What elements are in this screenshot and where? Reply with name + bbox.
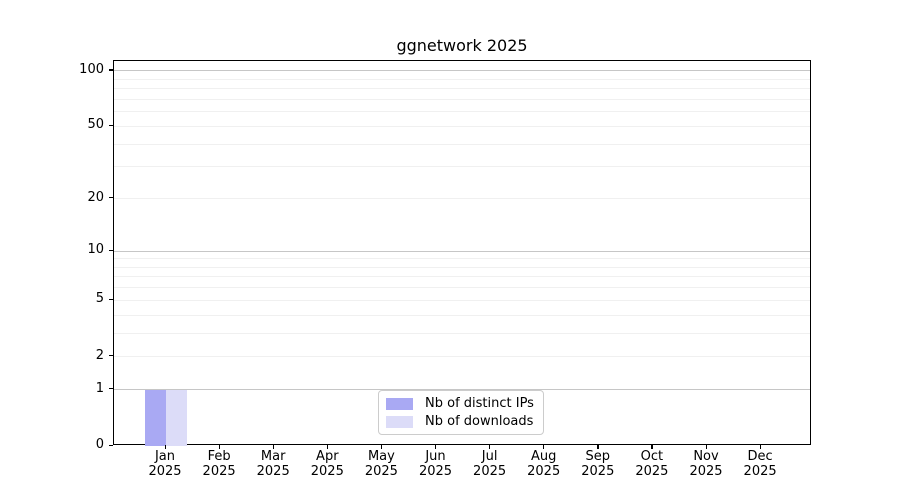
x-tick-label-year: 2025: [310, 464, 344, 479]
x-tick-label-year: 2025: [148, 464, 182, 479]
y-tick-label: 100: [79, 61, 104, 77]
gridline-minor: [114, 143, 810, 145]
y-tick-label: 10: [87, 242, 104, 258]
gridline-minor: [114, 287, 810, 289]
x-tick-label: Sep 2025: [570, 449, 626, 479]
x-tick-label-month: Jun: [425, 449, 446, 464]
gridline-minor: [114, 276, 810, 278]
x-tick-label: Mar 2025: [245, 449, 301, 479]
x-tick-label-month: Nov: [693, 449, 719, 464]
x-tick-label-year: 2025: [527, 464, 561, 479]
gridline-minor: [114, 198, 810, 199]
x-tick-label: Nov 2025: [678, 449, 734, 479]
y-tick: [109, 197, 113, 199]
y-tick-label: 1: [95, 380, 104, 396]
x-tick-label-month: Jan: [154, 449, 176, 464]
x-tick-label-year: 2025: [256, 464, 290, 479]
legend-swatch-downloads: [386, 415, 413, 428]
x-tick-label: Feb 2025: [191, 449, 247, 479]
x-tick-label-month: Sep: [585, 449, 611, 464]
x-tick-label: Jan 2025: [137, 449, 193, 479]
gridline-minor: [114, 332, 810, 334]
x-tick: [435, 445, 437, 449]
x-tick: [651, 445, 653, 449]
plot-area: [113, 60, 811, 446]
y-tick: [109, 355, 113, 357]
gridline-minor: [114, 111, 810, 113]
x-tick-label: Jun 2025: [408, 449, 464, 479]
x-tick-label: May 2025: [353, 449, 409, 479]
y-tick-label: 0: [95, 437, 104, 452]
x-tick-label-month: Mar: [260, 449, 286, 464]
legend: Nb of distinct IPs Nb of downloads: [378, 390, 544, 435]
x-tick: [759, 445, 761, 449]
y-tick: [109, 298, 113, 301]
x-tick-label: Oct 2025: [624, 449, 680, 479]
y-tick: [109, 444, 113, 446]
legend-item-distinct-ips: Nb of distinct IPs: [386, 396, 534, 411]
x-tick-label-year: 2025: [364, 464, 398, 479]
bar-nb-of-distinct-ips: [144, 389, 166, 446]
x-tick-label-year: 2025: [202, 464, 236, 479]
y-tick: [109, 69, 113, 71]
x-tick-label-month: Jul: [481, 449, 498, 464]
gridline-major: [114, 70, 810, 72]
legend-swatch-distinct-ips: [386, 397, 413, 410]
y-tick-label: 20: [87, 189, 104, 205]
y-tick-label: 50: [87, 117, 104, 133]
x-tick: [543, 445, 545, 449]
x-tick-label-month: Aug: [530, 449, 557, 464]
gridline-major: [114, 389, 810, 391]
x-tick-label-month: May: [367, 449, 395, 464]
x-tick: [164, 445, 166, 449]
gridline-minor: [114, 78, 810, 80]
gridline-minor: [114, 356, 810, 358]
x-tick: [489, 445, 491, 449]
x-tick-label-month: Apr: [316, 449, 339, 464]
x-tick: [705, 445, 707, 449]
x-tick: [326, 445, 329, 449]
x-tick-label-year: 2025: [418, 464, 453, 479]
x-tick-label-year: 2025: [581, 464, 615, 479]
x-tick-label: Jul 2025: [462, 449, 518, 479]
legend-item-downloads: Nb of downloads: [386, 414, 534, 429]
gridline-minor: [114, 98, 810, 100]
x-tick-label-year: 2025: [689, 464, 723, 479]
x-tick-label-month: Dec: [747, 449, 773, 464]
x-tick-label-year: 2025: [635, 464, 669, 479]
x-tick-label-month: Feb: [207, 449, 231, 464]
y-tick: [109, 388, 113, 390]
y-tick: [109, 124, 113, 127]
y-tick-label: 2: [95, 347, 104, 363]
x-tick: [218, 445, 220, 449]
gridline-major: [114, 250, 810, 252]
chart-title: ggnetwork 2025: [396, 36, 528, 55]
x-tick: [272, 445, 274, 449]
x-tick-label-year: 2025: [743, 464, 777, 479]
x-tick: [380, 445, 383, 449]
y-tick: [109, 249, 113, 251]
gridline-minor: [114, 258, 810, 260]
x-tick-label: Aug 2025: [516, 449, 572, 479]
x-tick-label-year: 2025: [473, 464, 507, 479]
bar-nb-of-downloads: [166, 389, 188, 446]
x-tick-label: Apr 2025: [299, 449, 355, 479]
legend-label-distinct-ips: Nb of distinct IPs: [425, 396, 534, 411]
gridline-minor: [114, 88, 810, 90]
gridline-minor: [114, 166, 810, 168]
gridline-minor: [114, 299, 810, 301]
gridline-minor: [114, 125, 810, 127]
gridline-minor: [114, 314, 810, 316]
x-tick: [597, 445, 599, 449]
legend-label-downloads: Nb of downloads: [425, 414, 534, 429]
x-tick-label-month: Oct: [640, 449, 664, 464]
x-tick-label: Dec 2025: [732, 449, 788, 479]
y-tick-label: 5: [95, 291, 104, 307]
gridline-minor: [114, 266, 810, 268]
